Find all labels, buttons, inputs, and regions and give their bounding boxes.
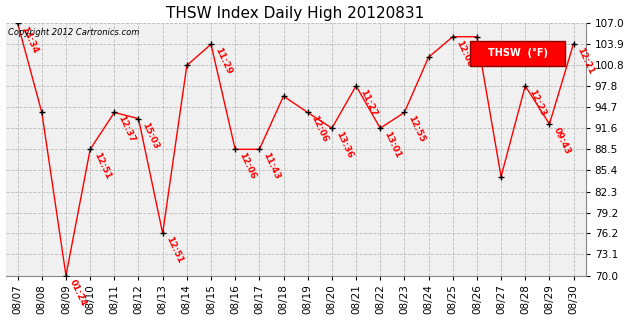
- Text: 12:08: 12:08: [455, 39, 475, 68]
- Text: 11:27: 11:27: [358, 88, 378, 118]
- Text: 15:03: 15:03: [140, 121, 161, 150]
- Text: 13:36: 13:36: [334, 130, 354, 160]
- Text: 12:51: 12:51: [92, 151, 112, 181]
- Text: 12:21: 12:21: [576, 46, 596, 76]
- FancyBboxPatch shape: [469, 41, 565, 66]
- Text: Copyright 2012 Cartronics.com: Copyright 2012 Cartronics.com: [8, 28, 140, 37]
- Text: THSW  (°F): THSW (°F): [488, 48, 547, 59]
- Text: 12:07: 12:07: [479, 39, 499, 68]
- Title: THSW Index Daily High 20120831: THSW Index Daily High 20120831: [166, 5, 425, 20]
- Text: 14:34: 14:34: [20, 25, 40, 55]
- Text: 12:51: 12:51: [164, 235, 185, 265]
- Text: 12:37: 12:37: [117, 115, 137, 144]
- Text: 13:01: 13:01: [382, 130, 403, 160]
- Text: 12:55: 12:55: [406, 115, 427, 144]
- Text: 12:06: 12:06: [237, 151, 257, 181]
- Text: 12:23: 12:23: [527, 88, 547, 118]
- Text: 09:43: 09:43: [551, 126, 571, 156]
- Text: 11:43: 11:43: [261, 151, 282, 181]
- Text: 12:06: 12:06: [309, 115, 330, 144]
- Text: 11:29: 11:29: [213, 46, 233, 76]
- Text: 01:24: 01:24: [68, 277, 88, 307]
